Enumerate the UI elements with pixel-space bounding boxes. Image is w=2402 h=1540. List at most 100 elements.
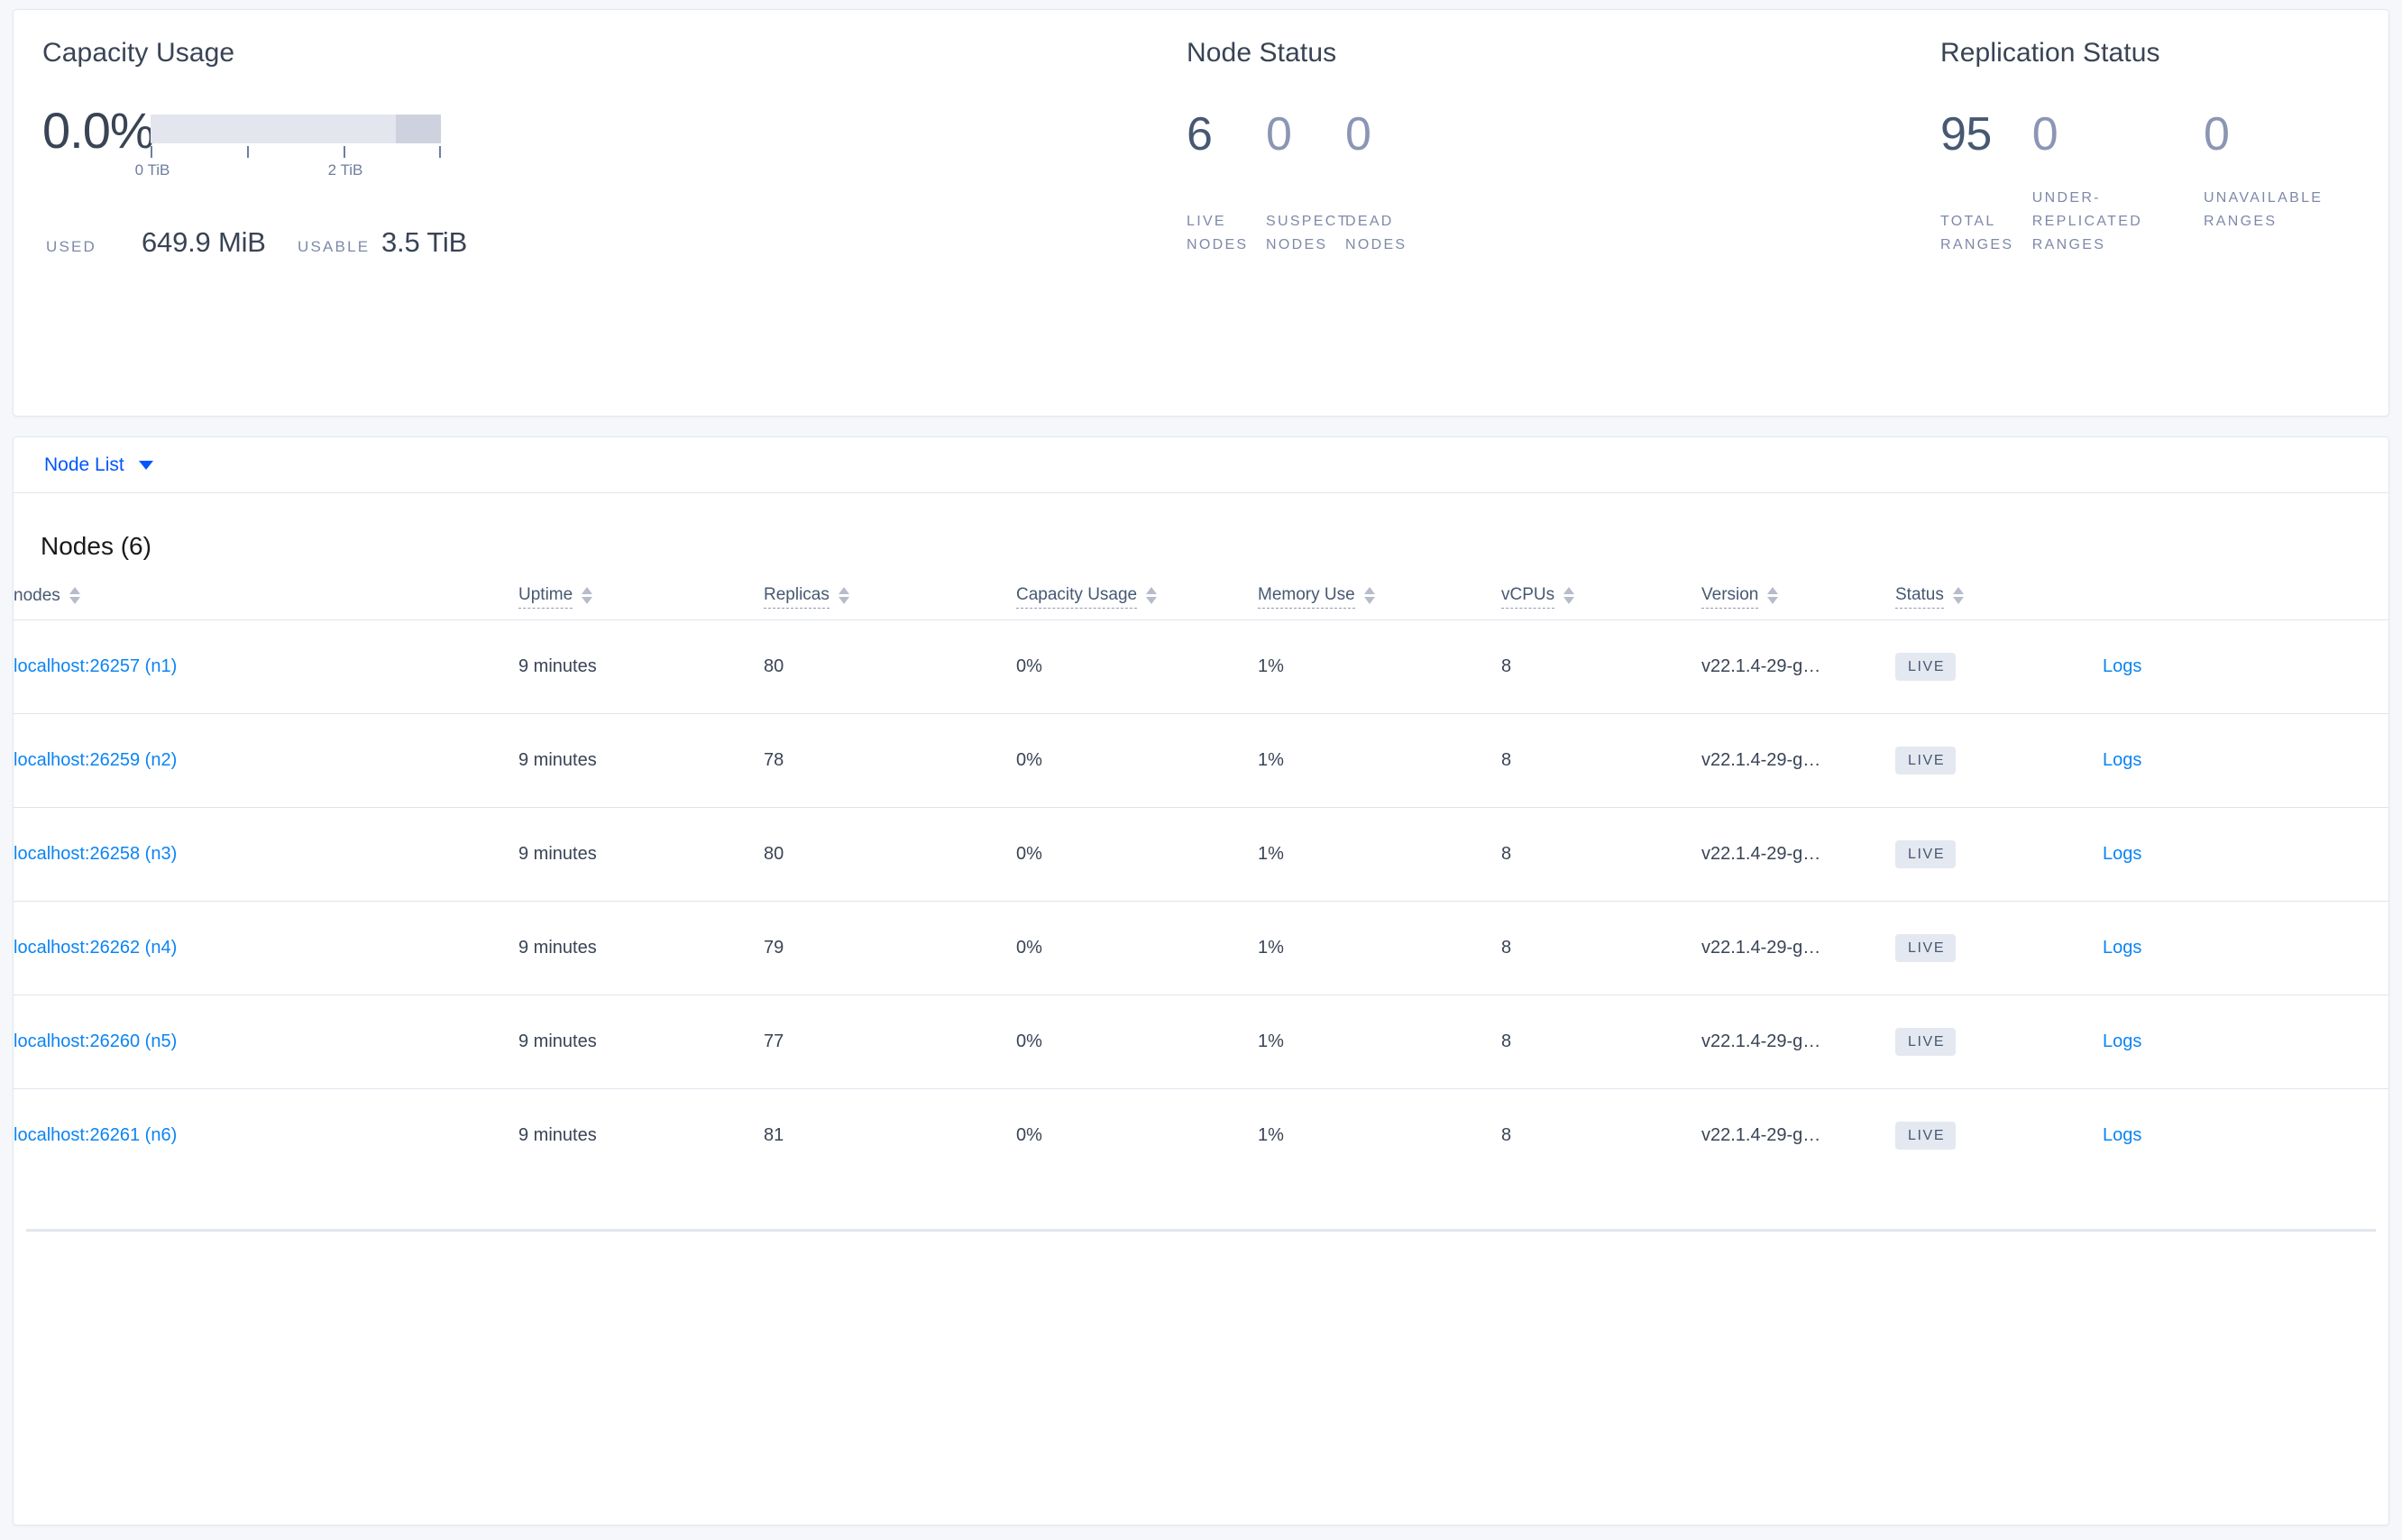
cell-memory: 1% — [1258, 1088, 1501, 1182]
nodes-table-head: nodes Uptime Replicas — [14, 585, 2388, 620]
status-badge: LIVE — [1895, 747, 1957, 775]
node-list-dropdown[interactable]: Node List — [44, 454, 153, 476]
column-header-capacity-usage[interactable]: Capacity Usage — [1016, 585, 1258, 620]
column-header-nodes[interactable]: nodes — [14, 585, 518, 620]
node-link[interactable]: localhost:26258 (n3) — [14, 844, 178, 864]
cell-uptime: 9 minutes — [518, 807, 764, 902]
stat-suspect-nodes-label: SUSPECT NODES — [1266, 214, 1349, 252]
node-link[interactable]: localhost:26260 (n5) — [14, 1031, 178, 1051]
sort-icon-status[interactable] — [1952, 587, 1964, 609]
column-header-vcpus[interactable]: vCPUs — [1501, 585, 1701, 620]
sort-icon-nodes[interactable] — [69, 587, 80, 609]
node-link[interactable]: localhost:26259 (n2) — [14, 750, 178, 770]
sort-icon-uptime[interactable] — [582, 587, 593, 609]
logs-link[interactable]: Logs — [2103, 750, 2142, 770]
sort-icon-capacity-usage[interactable] — [1146, 587, 1158, 609]
status-badge: LIVE — [1895, 653, 1957, 681]
cell-replicas: 80 — [764, 619, 1016, 714]
stat-suspect-nodes-value: 0 — [1266, 108, 1292, 160]
cell-capacity: 0% — [1016, 619, 1258, 714]
status-badge: LIVE — [1895, 1122, 1957, 1150]
logs-link[interactable]: Logs — [2103, 1125, 2142, 1145]
node-status-stats: 6 LIVE NODES 0 SUSPECT NODES 0 DEAD NODE… — [1187, 107, 1800, 257]
table-footer-divider — [26, 1229, 2376, 1232]
column-header-memory-use-label: Memory Use — [1258, 585, 1355, 609]
logs-link[interactable]: Logs — [2103, 1031, 2142, 1051]
cell-vcpus: 8 — [1501, 995, 1701, 1089]
replication-status-stats: 95 TOTAL RANGES 0 UNDER-REPLICATED RANGE… — [1940, 107, 2377, 257]
stat-dead-nodes-label: DEAD NODES — [1345, 214, 1407, 252]
stat-under-replicated-ranges-label: UNDER-REPLICATED RANGES — [2031, 190, 2143, 252]
axis-tick-0 — [151, 146, 152, 158]
cell-capacity: 0% — [1016, 901, 1258, 995]
cell-replicas: 81 — [764, 1088, 1016, 1182]
used-value: 649.9 MiB — [142, 226, 266, 258]
replication-status-title: Replication Status — [1940, 38, 2160, 68]
node-link[interactable]: localhost:26262 (n4) — [14, 938, 178, 958]
logs-link[interactable]: Logs — [2103, 844, 2142, 864]
node-status-panel: Node Status 6 LIVE NODES 0 SUSPECT NODES… — [1046, 10, 1800, 416]
status-badge: LIVE — [1895, 840, 1957, 868]
column-header-nodes-label: nodes — [14, 586, 60, 605]
capacity-usage-panel: Capacity Usage 0.0% 0 TiB 2 TiB — [14, 10, 1046, 416]
cell-capacity: 0% — [1016, 1088, 1258, 1182]
table-row: localhost:26262 (n4) 9 minutes 79 0% 1% … — [14, 901, 2388, 995]
column-header-memory-use[interactable]: Memory Use — [1258, 585, 1501, 620]
capacity-usage-percent: 0.0% — [42, 102, 155, 159]
capacity-bar-group: 0 TiB 2 TiB — [135, 105, 441, 179]
cell-vcpus: 8 — [1501, 1088, 1701, 1182]
capacity-usage-title: Capacity Usage — [42, 38, 235, 68]
stat-live-nodes-value: 6 — [1187, 108, 1213, 160]
logs-link[interactable]: Logs — [2103, 656, 2142, 676]
cell-vcpus: 8 — [1501, 619, 1701, 714]
column-header-version[interactable]: Version — [1701, 585, 1895, 620]
sort-icon-memory-use[interactable] — [1363, 587, 1375, 609]
cell-capacity: 0% — [1016, 713, 1258, 808]
cell-uptime: 9 minutes — [518, 713, 764, 808]
stat-live-nodes-label: LIVE NODES — [1187, 214, 1249, 252]
chevron-down-icon — [138, 460, 153, 470]
node-link[interactable]: localhost:26261 (n6) — [14, 1125, 178, 1145]
cell-uptime: 9 minutes — [518, 619, 764, 714]
sort-icon-version[interactable] — [1767, 587, 1779, 609]
cell-replicas: 77 — [764, 995, 1016, 1089]
cell-vcpus: 8 — [1501, 901, 1701, 995]
usable-value: 3.5 TiB — [381, 226, 468, 258]
table-row: localhost:26257 (n1) 9 minutes 80 0% 1% … — [14, 619, 2388, 714]
stat-unavailable-ranges-label: UNAVAILABLE RANGES — [2203, 190, 2324, 229]
cell-version: v22.1.4-29-g… — [1701, 619, 1895, 714]
cell-version: v22.1.4-29-g… — [1701, 1088, 1895, 1182]
cell-version: v22.1.4-29-g… — [1701, 995, 1895, 1089]
cluster-summary-card: Capacity Usage 0.0% 0 TiB 2 TiB — [13, 9, 2389, 417]
sort-icon-vcpus[interactable] — [1563, 587, 1575, 609]
table-row: localhost:26258 (n3) 9 minutes 80 0% 1% … — [14, 807, 2388, 902]
cell-uptime: 9 minutes — [518, 995, 764, 1089]
column-header-status[interactable]: Status — [1895, 585, 2103, 620]
cell-capacity: 0% — [1016, 995, 1258, 1089]
capacity-usage-chart: 0.0% 0 TiB 2 TiB — [42, 105, 1046, 179]
stat-dead-nodes: 0 DEAD NODES — [1345, 107, 1453, 257]
stat-under-replicated-ranges: 0 UNDER-REPLICATED RANGES — [2032, 107, 2204, 257]
column-header-uptime[interactable]: Uptime — [518, 585, 764, 620]
column-header-logs — [2103, 585, 2388, 620]
node-link[interactable]: localhost:26257 (n1) — [14, 656, 178, 676]
cell-uptime: 9 minutes — [518, 901, 764, 995]
capacity-bar-axis: 0 TiB 2 TiB — [135, 143, 441, 179]
capacity-bar-track — [151, 115, 441, 143]
sort-icon-replicas[interactable] — [838, 587, 849, 609]
stat-unavailable-ranges: 0 UNAVAILABLE RANGES — [2204, 107, 2377, 257]
column-header-status-label: Status — [1895, 585, 1944, 609]
table-row: localhost:26259 (n2) 9 minutes 78 0% 1% … — [14, 713, 2388, 808]
cell-memory: 1% — [1258, 995, 1501, 1089]
cell-vcpus: 8 — [1501, 713, 1701, 808]
cell-version: v22.1.4-29-g… — [1701, 901, 1895, 995]
usable-label: USABLE — [298, 238, 371, 255]
axis-tick-3 — [439, 146, 441, 158]
cell-capacity: 0% — [1016, 807, 1258, 902]
logs-link[interactable]: Logs — [2103, 938, 2142, 958]
cell-replicas: 78 — [764, 713, 1016, 808]
table-row: localhost:26260 (n5) 9 minutes 77 0% 1% … — [14, 995, 2388, 1089]
column-header-replicas[interactable]: Replicas — [764, 585, 1016, 620]
column-header-replicas-label: Replicas — [764, 585, 830, 609]
